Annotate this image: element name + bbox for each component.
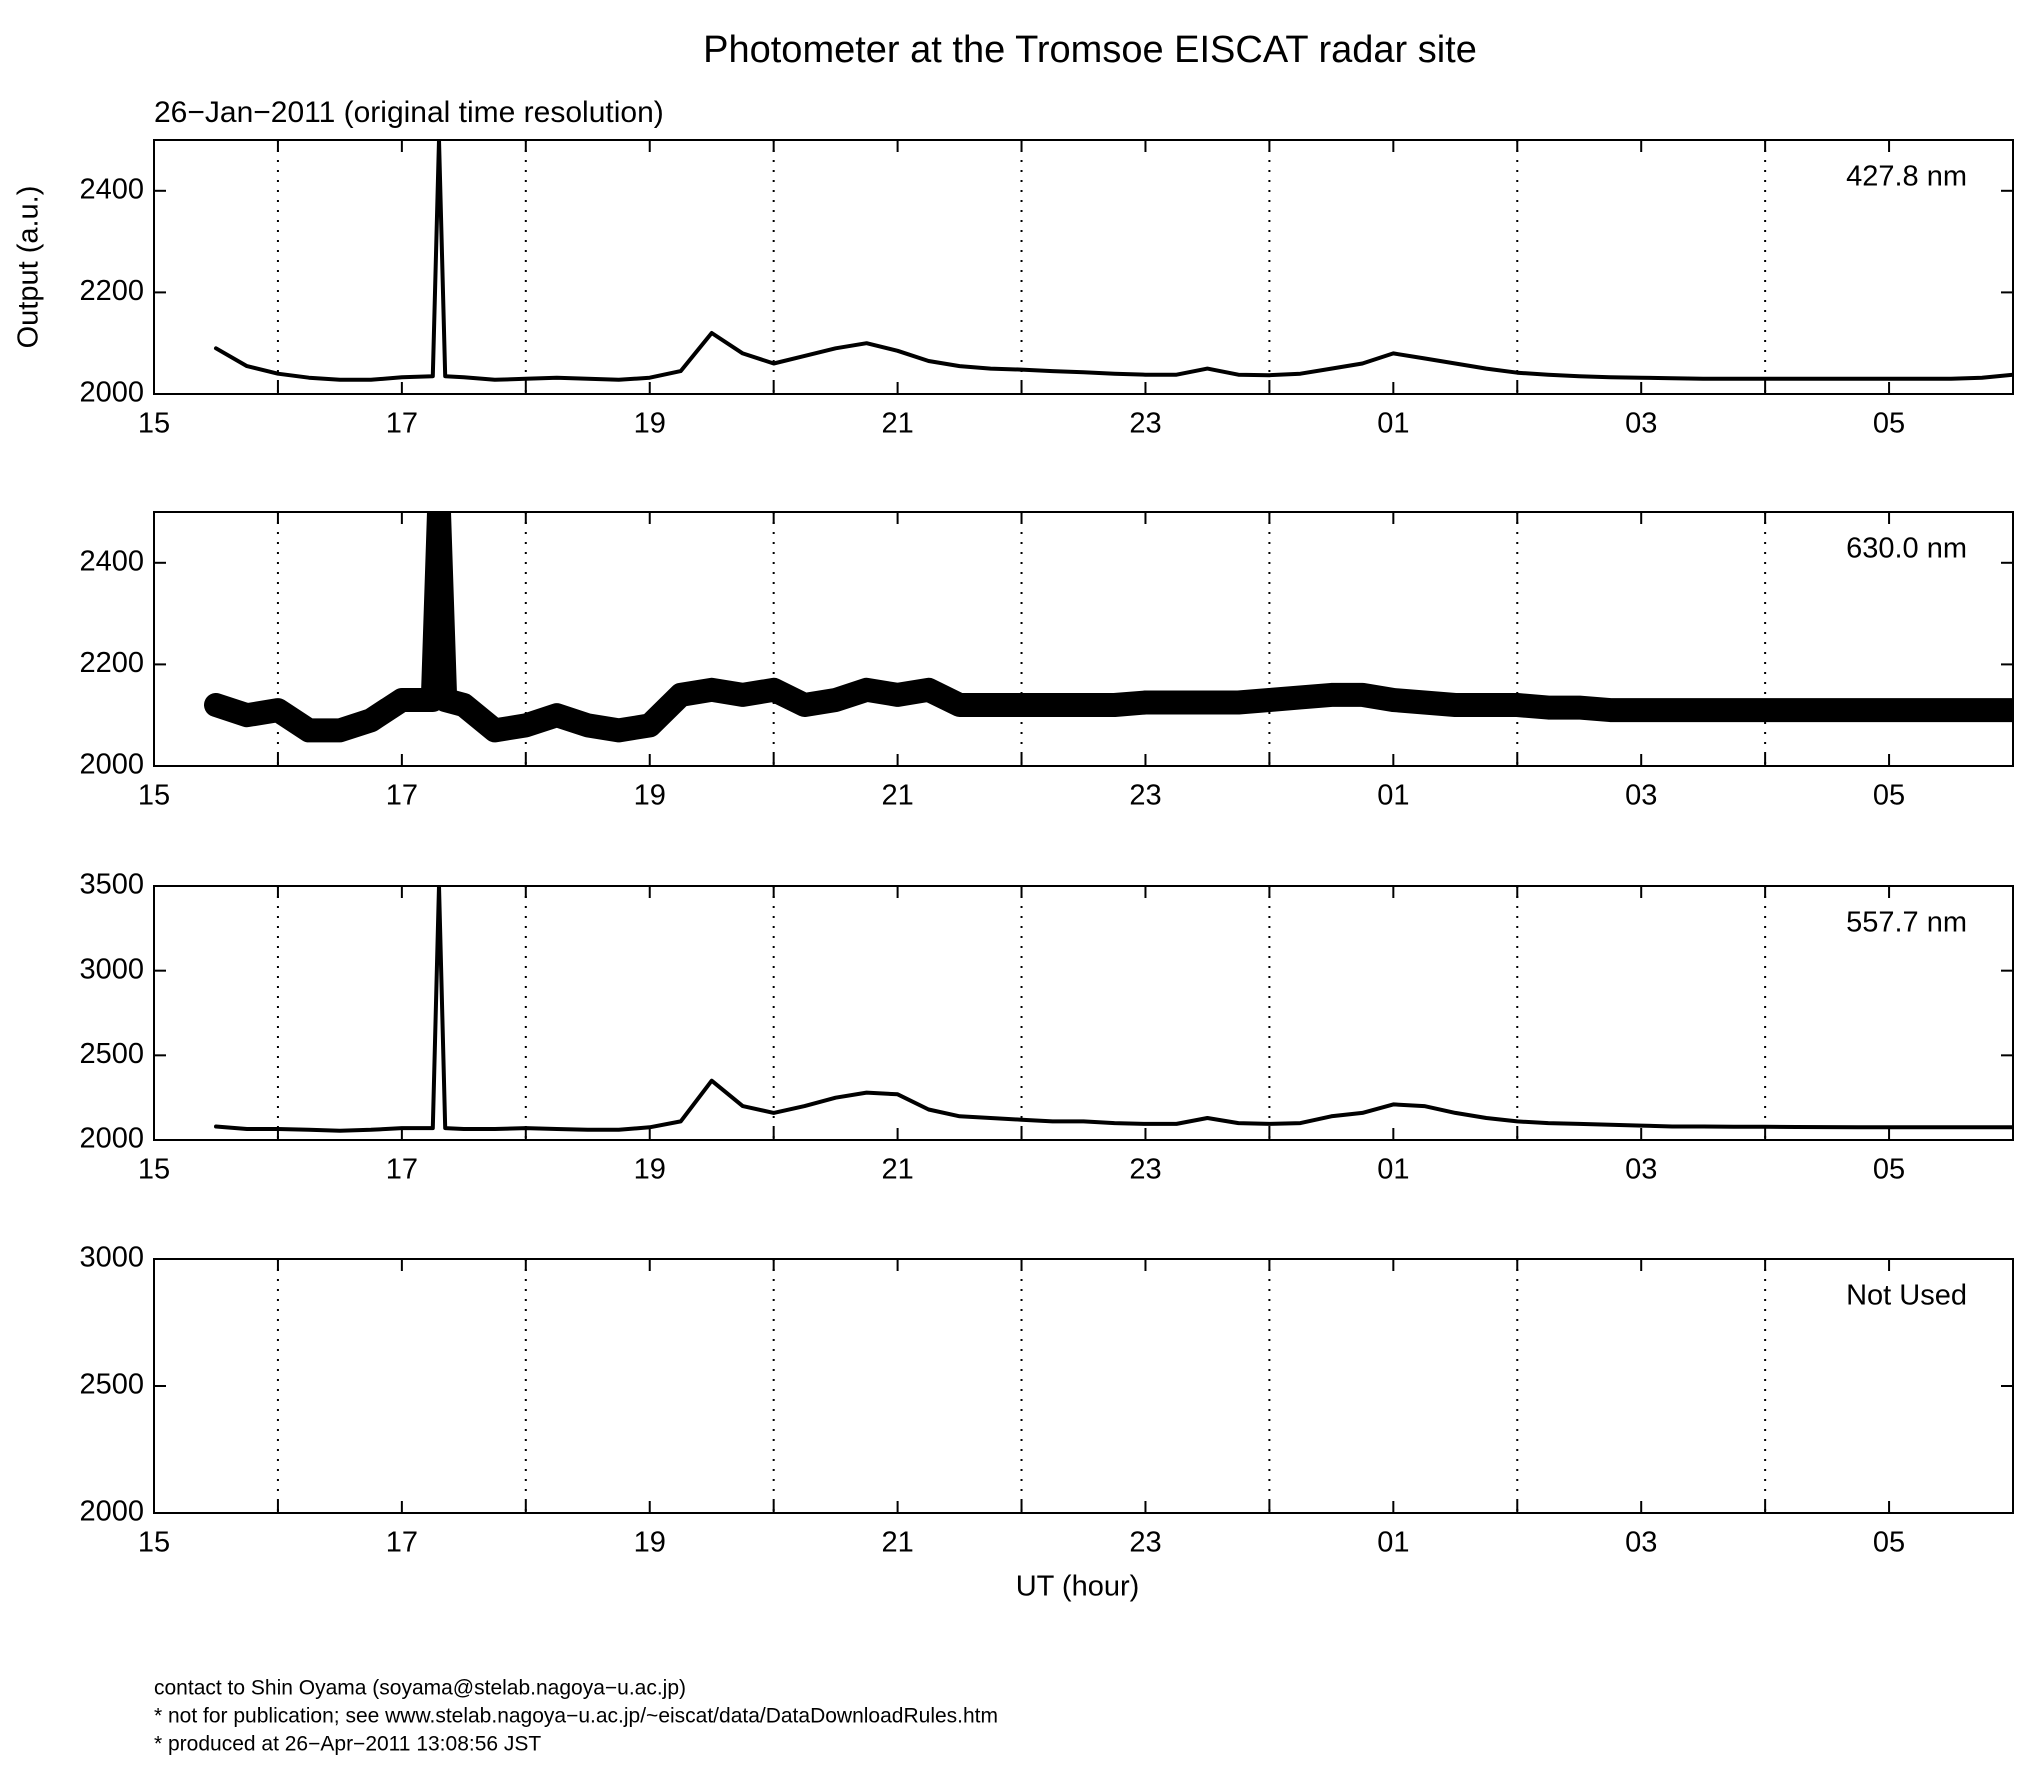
y-tick-label: 2500 [79,1369,144,1401]
x-tick-label: 03 [1625,780,1657,812]
x-tick-label: 15 [138,1154,170,1186]
y-tick-label: 3500 [79,869,144,901]
x-tick-label: 01 [1377,1154,1409,1186]
plot-area [214,886,2013,1133]
x-tick-label: 01 [1377,1527,1409,1559]
x-tick-label: 17 [386,780,418,812]
x-tick-label: 17 [386,1527,418,1559]
x-tick-label: 05 [1873,1527,1905,1559]
y-tick-label: 2400 [79,173,144,205]
x-tick-label: 17 [386,1154,418,1186]
axes-frame [153,885,2014,1141]
y-tick-label: 2000 [79,1123,144,1155]
x-tick-label: 21 [881,1527,913,1559]
x-tick-label: 03 [1625,1154,1657,1186]
data-line [204,512,2013,743]
x-tick-label: 17 [386,408,418,440]
plot-area [214,140,2013,382]
x-tick-label: 19 [634,1154,666,1186]
x-tick-label: 01 [1377,780,1409,812]
panel-label: 427.8 nm [1846,161,1967,193]
chart-title: Photometer at the Tromsoe EISCAT radar s… [703,29,1477,71]
x-tick-label: 19 [634,1527,666,1559]
subtitle: 26−Jan−2011 (original time resolution) [154,96,664,129]
y-axis-label: Output (a.u.) [13,186,45,349]
y-tick-label: 3000 [79,1242,144,1274]
x-tick-label: 05 [1873,408,1905,440]
axes-frame [153,1258,2014,1514]
x-tick-label: 21 [881,780,913,812]
y-tick-label: 2200 [79,647,144,679]
x-tick-label: 19 [634,408,666,440]
y-tick-label: 2000 [79,1496,144,1528]
footer-line: contact to Shin Oyama (soyama@stelab.nag… [154,1677,686,1700]
x-tick-label: 23 [1129,1154,1161,1186]
y-tick-label: 3000 [79,953,144,985]
x-tick-label: 03 [1625,408,1657,440]
panel-label: Not Used [1846,1280,1967,1312]
y-tick-label: 2200 [79,275,144,307]
y-tick-label: 2000 [79,749,144,781]
x-tick-label: 23 [1129,780,1161,812]
x-tick-label: 23 [1129,408,1161,440]
y-tick-label: 2400 [79,545,144,577]
y-tick-label: 2000 [79,377,144,409]
x-tick-label: 15 [138,408,170,440]
data-line [214,140,2013,382]
x-tick-label: 15 [138,780,170,812]
x-tick-label: 19 [634,780,666,812]
footer-line: * produced at 26−Apr−2011 13:08:56 JST [154,1733,541,1756]
y-tick-label: 2500 [79,1038,144,1070]
x-tick-label: 05 [1873,780,1905,812]
x-axis-label: UT (hour) [1016,1571,1140,1603]
x-tick-label: 01 [1377,408,1409,440]
panel-label: 630.0 nm [1846,533,1967,565]
x-tick-label: 21 [881,1154,913,1186]
panel-label: 557.7 nm [1846,907,1967,939]
footer-line: * not for publication; see www.stelab.na… [154,1705,998,1728]
axes-frame [153,139,2014,395]
x-tick-label: 05 [1873,1154,1905,1186]
x-tick-label: 21 [881,408,913,440]
x-tick-label: 03 [1625,1527,1657,1559]
axes-frame [153,511,2014,767]
x-tick-label: 23 [1129,1527,1161,1559]
plot-area [204,512,2013,743]
x-tick-label: 15 [138,1527,170,1559]
data-line [214,886,2013,1133]
